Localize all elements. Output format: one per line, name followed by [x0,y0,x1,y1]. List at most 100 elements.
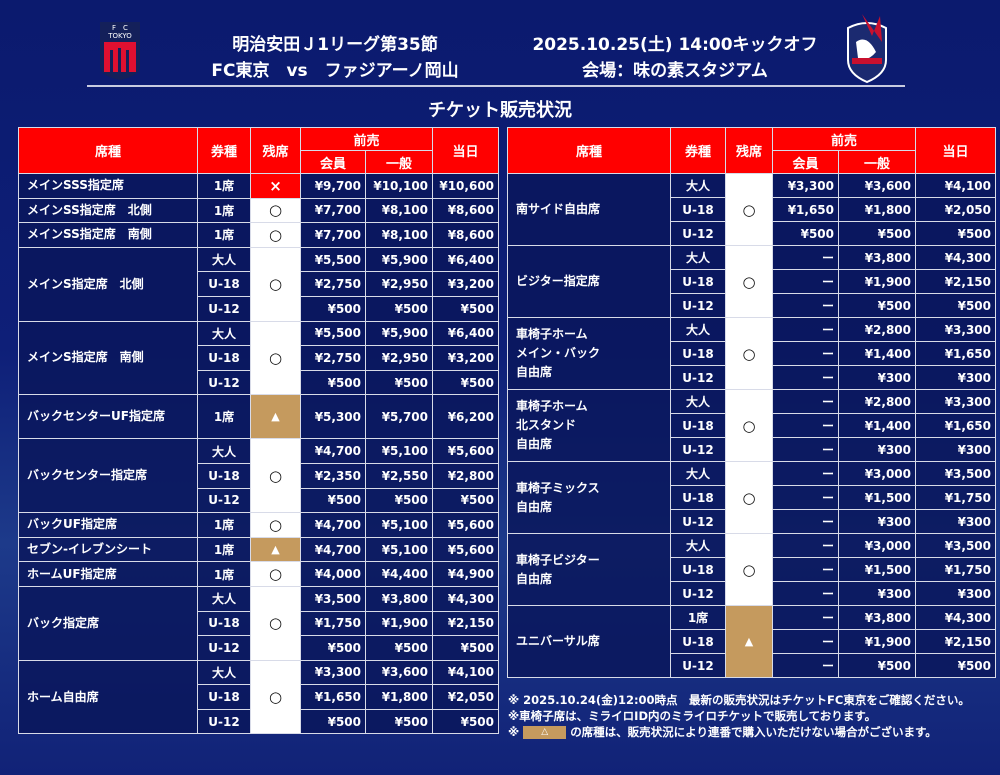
general-price: ¥300 [837,509,917,534]
seat-name: セブン-イレブンシート [18,536,198,563]
col-general: 一般 [364,150,434,174]
general-price: ¥1,900 [364,610,434,637]
col-member: 会員 [300,150,366,174]
today-price: ¥4,300 [915,245,997,270]
ticket-type: 大人 [197,585,251,612]
status-few-icon: ▲ [250,536,301,563]
ticket-type: U-12 [197,708,251,735]
fagiano-okayama-logo [842,12,892,88]
table-row: 車椅子ビジター 自由席 大人 ○ ー ¥3,000 ¥3,500 [507,533,997,606]
ticket-type: U-12 [197,295,251,322]
ticket-type: U-12 [197,369,251,396]
table-row: 車椅子ホーム メイン・バック 自由席 大人 ○ ー ¥2,800 ¥3,300 [507,317,997,390]
table-row: U-18 ー ¥1,900 ¥2,150 [508,269,997,294]
today-price: ¥6,400 [432,320,500,347]
general-price: ¥4,400 [364,561,434,587]
today-price: ¥2,150 [432,610,500,637]
match-teams: FC東京 vs ファジアーノ岡山 [211,61,459,81]
general-price: ¥300 [837,437,917,462]
table-row: ホーム自由席 大人 ○ ¥3,300 ¥3,600 ¥4,100 [18,659,500,735]
general-price: ¥1,800 [364,684,434,710]
ticket-type: 1席 [197,173,251,199]
today-price: ¥5,600 [432,536,500,563]
today-price: ¥300 [915,509,997,534]
member-price: ¥4,700 [300,512,366,538]
status-ok-icon: ○ [725,317,773,390]
general-price: ¥1,400 [837,413,917,438]
ticket-type: U-18 [197,462,251,489]
table-row: バックUF指定席 1席 ○ ¥4,700 ¥5,100 ¥5,600 [18,512,500,538]
table-row: U-18 ¥1,650 ¥1,800 ¥2,050 [19,684,500,710]
general-price: ¥1,500 [837,557,917,582]
member-price: ー [772,557,839,582]
general-price: ¥1,400 [837,341,917,366]
today-price: ¥1,650 [915,413,997,438]
col-seat: 席種 [18,127,198,174]
status-ok-icon: ○ [250,512,301,538]
note-2: ※車椅子席は、ミライロID内のミライロチケットで販売しております。 [508,709,877,723]
col-today: 当日 [915,127,997,174]
today-price: ¥2,050 [432,684,500,710]
general-price: ¥3,600 [364,659,434,686]
match-competition: 明治安田Ｊ1リーグ第35節 [232,35,438,55]
table-row: U-12 ¥500 ¥500 ¥500 [19,369,500,396]
table-row: U-12 ¥500 ¥500 ¥500 [19,635,500,661]
table-row: U-12 ¥500 ¥500 ¥500 [19,708,500,735]
general-price: ¥3,000 [837,461,917,486]
ticket-type: 1席 [197,561,251,587]
today-price: ¥5,600 [432,512,500,538]
status-ok-icon: ○ [725,245,773,318]
ticket-type: 大人 [670,461,726,486]
ticket-type: U-18 [197,610,251,637]
member-price: ¥1,650 [772,197,839,222]
col-member: 会員 [772,150,839,174]
table-row: U-12 ¥500 ¥500 ¥500 [19,295,500,322]
status-ok-icon: ○ [250,438,301,514]
ticket-type: 1席 [670,605,726,630]
table-row: メインS指定席 北側 大人 ○ ¥5,500 ¥5,900 ¥6,400 [18,246,500,322]
ticket-type: U-18 [670,557,726,582]
general-price: ¥500 [837,653,917,678]
table-row: バックセンター指定席 大人 ○ ¥4,700 ¥5,100 ¥5,600 [18,438,500,514]
status-ok-icon: ○ [250,246,301,322]
general-price: ¥5,900 [364,320,434,347]
member-price: ¥3,300 [772,173,839,198]
member-price: ー [772,509,839,534]
member-price: ¥1,650 [300,684,366,710]
today-price: ¥500 [432,295,500,322]
member-price: ー [772,485,839,510]
table-row: U-12 ー ¥500 ¥500 [508,653,997,678]
member-price: ¥7,700 [300,197,366,224]
member-price: ¥2,750 [300,271,366,297]
member-price: ¥4,700 [300,536,366,563]
today-price: ¥1,750 [915,557,997,582]
match-schedule: 2025.10.25(土) 14:00キックオフ 会場：味の素スタジアム [510,32,840,84]
table-row: 車椅子ミックス 自由席 大人 ○ ー ¥3,000 ¥3,500 [507,461,997,534]
member-price: ー [772,533,839,558]
member-price: ¥1,750 [300,610,366,637]
col-general: 一般 [837,150,917,174]
today-price: ¥4,900 [432,561,500,587]
seat-name: 車椅子ビジター 自由席 [507,533,671,606]
note-1: ※ 2025.10.24(金)12:00時点 最新の販売状況はチケットFC東京を… [508,693,970,707]
general-price: ¥3,800 [837,605,917,630]
note-3: ※ △ の席種は、販売状況により連番で購入いただけない場合がございます。 [508,724,970,740]
member-price: ¥7,700 [300,222,366,248]
seat-name: 車椅子ホーム メイン・バック 自由席 [507,317,671,390]
member-price: ー [772,341,839,366]
status-few-icon: ▲ [250,394,301,440]
member-price: ー [772,437,839,462]
member-price: ¥2,350 [300,462,366,489]
general-price: ¥5,100 [364,536,434,563]
table-row: メインSS指定席 南側 1席 ○ ¥7,700 ¥8,100 ¥8,600 [18,222,500,248]
general-price: ¥2,950 [364,345,434,371]
general-price: ¥2,550 [364,462,434,489]
today-price: ¥4,100 [432,659,500,686]
general-price: ¥5,100 [364,512,434,538]
seat-name: 南サイド自由席 [507,173,671,246]
member-price: ー [772,389,839,414]
member-price: ¥500 [300,635,366,661]
member-price: ー [772,413,839,438]
member-price: ¥2,750 [300,345,366,371]
member-price: ¥500 [300,487,366,514]
